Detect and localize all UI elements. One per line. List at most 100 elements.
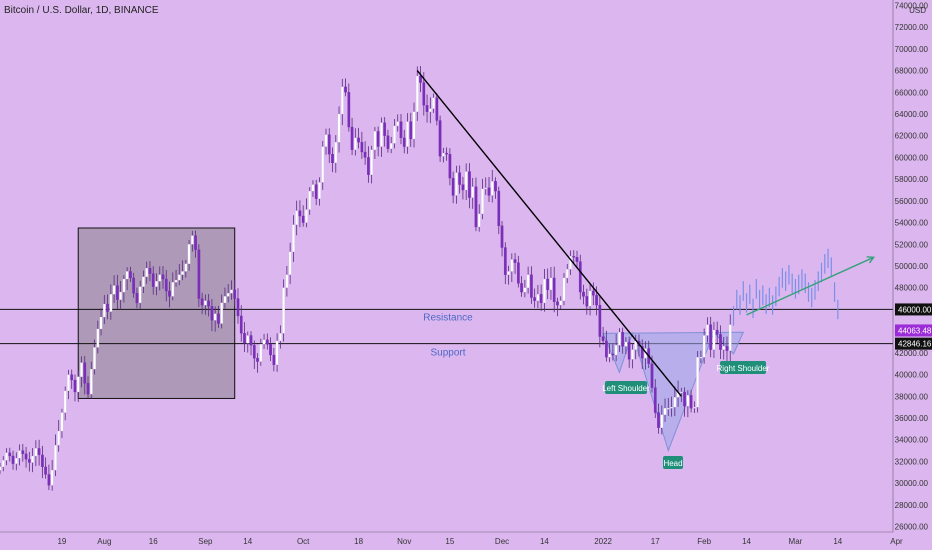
candle (363, 151, 367, 158)
x-tick-label: 2022 (594, 537, 612, 546)
candle (598, 304, 602, 337)
candle (14, 458, 18, 464)
candle (204, 300, 207, 306)
candle (484, 187, 488, 190)
candle (119, 291, 122, 300)
candle (285, 274, 289, 288)
candle (673, 397, 677, 408)
candle (474, 186, 478, 228)
y-tick-label: 54000.00 (895, 219, 929, 228)
candle (516, 262, 520, 284)
candle (181, 271, 184, 275)
candle (399, 121, 403, 139)
x-tick-label: Feb (697, 537, 711, 546)
candle (236, 298, 240, 317)
x-tick-label: Sep (198, 537, 213, 546)
candle (298, 210, 302, 217)
candle (18, 450, 21, 459)
candle (370, 149, 373, 175)
candle (305, 209, 308, 223)
candle (693, 406, 696, 409)
candle (1, 460, 5, 468)
candle (223, 296, 227, 304)
candle (246, 335, 250, 344)
candle (220, 302, 224, 324)
x-tick-label: Oct (297, 537, 310, 546)
candle (510, 259, 514, 272)
candle (572, 256, 576, 258)
candle (190, 235, 194, 245)
candle (614, 345, 618, 356)
candle (670, 406, 673, 409)
candle (210, 306, 214, 321)
y-tick-label: 40000.00 (895, 371, 929, 380)
candle (373, 131, 377, 150)
candle (187, 244, 191, 264)
candle (582, 291, 585, 297)
candle (334, 142, 338, 164)
candle (89, 368, 93, 395)
candle (432, 97, 435, 109)
candle (559, 300, 563, 306)
right-shoulder-badge (720, 361, 766, 374)
candle (340, 86, 344, 115)
candle (549, 277, 553, 291)
candle (422, 82, 426, 106)
candle (464, 171, 468, 191)
resistance-label: Resistance (423, 312, 473, 323)
candle (67, 374, 70, 392)
candle (63, 390, 67, 413)
candle (513, 259, 517, 263)
candle (41, 454, 44, 468)
y-tick-label: 48000.00 (895, 284, 929, 293)
candle (116, 285, 119, 300)
candle (8, 452, 12, 457)
x-tick-label: Apr (890, 537, 903, 546)
candle (314, 184, 318, 199)
candle (653, 387, 657, 413)
candle (419, 75, 422, 83)
candle (347, 92, 351, 128)
candle (706, 324, 709, 336)
candle (699, 357, 703, 359)
candle (282, 287, 285, 334)
candle (96, 328, 100, 348)
right-shoulder-label: Right Shoulder (717, 364, 770, 373)
x-tick-label: 14 (833, 537, 842, 546)
candle (331, 154, 334, 164)
candle (477, 213, 481, 228)
candle (353, 137, 357, 150)
x-tick-label: 14 (540, 537, 549, 546)
candle (86, 383, 90, 395)
candle (533, 297, 536, 301)
candle (552, 277, 556, 302)
candle (709, 324, 713, 350)
candle (93, 347, 96, 370)
candle (249, 335, 253, 346)
y-tick-label: 36000.00 (895, 414, 929, 423)
candle (54, 444, 57, 471)
x-tick-label: 15 (445, 537, 454, 546)
x-axis-panel (0, 532, 932, 550)
head-badge (663, 456, 683, 469)
candle (605, 340, 608, 358)
candle (324, 134, 328, 147)
candle (292, 224, 295, 253)
candle (503, 247, 507, 275)
candle (5, 452, 8, 461)
down-trendline (416, 70, 682, 397)
candle (168, 290, 171, 297)
candle (21, 450, 25, 454)
candle (438, 120, 442, 157)
left-shoulder-badge (605, 381, 647, 394)
x-tick-label: Nov (397, 537, 411, 546)
candle (686, 395, 690, 407)
candle (148, 268, 152, 274)
candle (308, 190, 312, 210)
candle (530, 274, 533, 298)
candle (595, 295, 598, 306)
candle (50, 469, 54, 486)
candle (666, 408, 670, 410)
y-tick-label: 56000.00 (895, 197, 929, 206)
